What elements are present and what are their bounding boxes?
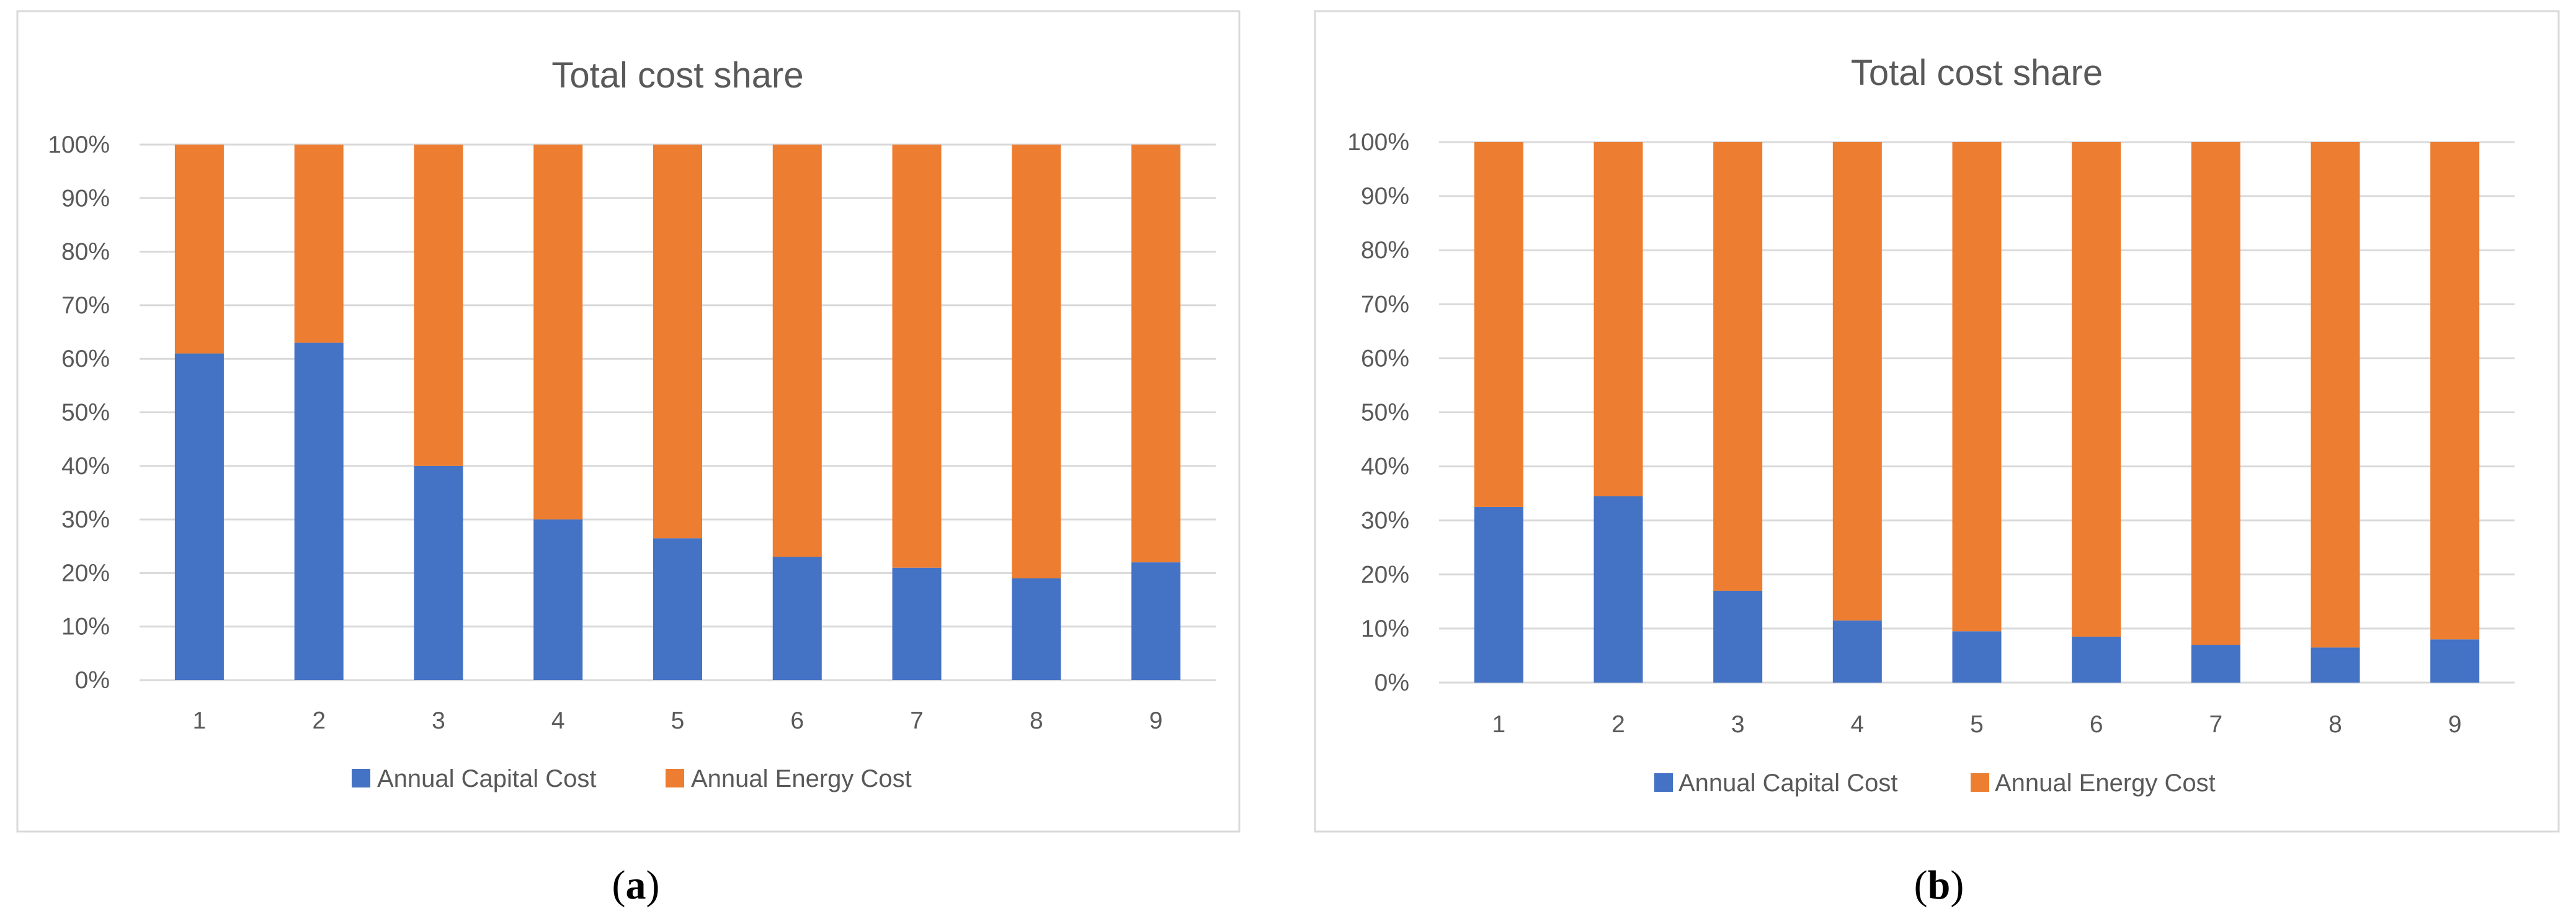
bar-capital-cost bbox=[653, 538, 703, 680]
bar-capital-cost bbox=[2072, 636, 2121, 683]
chart-title: Total cost share bbox=[551, 55, 803, 96]
y-tick-label: 100% bbox=[48, 132, 110, 158]
panel-caption-letter: a bbox=[626, 863, 646, 908]
x-tick-label: 2 bbox=[312, 707, 326, 734]
x-tick-label: 7 bbox=[2209, 711, 2222, 738]
y-tick-label: 90% bbox=[1361, 183, 1409, 210]
y-tick-label: 60% bbox=[1361, 345, 1409, 372]
bar-energy-cost bbox=[2311, 142, 2360, 648]
x-tick-label: 5 bbox=[671, 707, 685, 734]
bar-capital-cost bbox=[2430, 639, 2480, 683]
bar-energy-cost bbox=[1474, 142, 1523, 507]
x-tick-label: 8 bbox=[1030, 707, 1043, 734]
bar-energy-cost bbox=[653, 145, 703, 539]
x-tick-label: 1 bbox=[193, 707, 207, 734]
bar-capital-cost bbox=[414, 465, 463, 680]
bar-energy-cost bbox=[1832, 142, 1882, 621]
legend-swatch-energy bbox=[1971, 773, 1989, 792]
y-tick-label: 50% bbox=[61, 400, 110, 426]
bar-energy-cost bbox=[294, 145, 344, 343]
chart-panel-b: Total cost share 0% 10% 20% 30% 40% 50% 60% 70% 8… bbox=[1314, 10, 2560, 908]
bar-energy-cost bbox=[533, 145, 583, 520]
bar-capital-cost bbox=[772, 557, 822, 680]
y-tick-label: 60% bbox=[61, 346, 110, 372]
y-tick-label: 40% bbox=[1361, 454, 1409, 480]
x-tick-label: 2 bbox=[1611, 711, 1625, 738]
bar-energy-cost bbox=[2072, 142, 2121, 637]
y-tick-label: 10% bbox=[1361, 616, 1409, 642]
y-tick-label: 20% bbox=[1361, 562, 1409, 588]
chart-panel-a: Total cost share 0% 10% 20% 30% 40% 50% 60% 70% 8… bbox=[16, 10, 1241, 908]
bar-capital-cost bbox=[1593, 496, 1643, 683]
bar-energy-cost bbox=[2191, 142, 2240, 645]
bar-capital-cost bbox=[294, 343, 344, 680]
y-tick-label: 40% bbox=[61, 453, 110, 480]
y-tick-label: 100% bbox=[1347, 129, 1409, 156]
x-tick-label: 4 bbox=[1850, 711, 1864, 738]
bar-energy-cost bbox=[2430, 142, 2480, 640]
legend-label-energy: Annual Energy Cost bbox=[691, 765, 912, 792]
bar-capital-cost bbox=[1474, 506, 1523, 683]
x-tick-label: 6 bbox=[2090, 711, 2103, 738]
x-tick-label: 9 bbox=[1149, 707, 1163, 734]
bar-energy-cost bbox=[1952, 142, 2002, 632]
y-tick-label: 50% bbox=[1361, 400, 1409, 426]
y-tick-label: 70% bbox=[1361, 291, 1409, 318]
y-tick-label: 20% bbox=[61, 560, 110, 586]
bar-energy-cost bbox=[1713, 142, 1763, 591]
bar-capital-cost bbox=[174, 353, 224, 680]
legend-swatch-capital bbox=[352, 769, 370, 787]
y-tick-label: 30% bbox=[61, 506, 110, 533]
legend-label-capital: Annual Capital Cost bbox=[1678, 769, 1898, 797]
panel-caption: (a) bbox=[612, 863, 660, 908]
x-tick-label: 7 bbox=[910, 707, 924, 734]
y-tick-label: 80% bbox=[61, 239, 110, 266]
x-tick-label: 3 bbox=[432, 707, 445, 734]
legend-label-capital: Annual Capital Cost bbox=[377, 765, 597, 792]
bar-energy-cost bbox=[1012, 145, 1061, 579]
legend-swatch-capital bbox=[1654, 773, 1673, 792]
y-tick-label: 80% bbox=[1361, 237, 1409, 264]
y-tick-label: 10% bbox=[61, 614, 110, 640]
bar-capital-cost bbox=[533, 519, 583, 680]
bar-capital-cost bbox=[1131, 562, 1181, 680]
bar-capital-cost bbox=[1713, 590, 1763, 683]
bar-energy-cost bbox=[1131, 145, 1181, 563]
legend-label-energy: Annual Energy Cost bbox=[1995, 769, 2216, 797]
x-tick-label: 3 bbox=[1731, 711, 1745, 738]
bar-energy-cost bbox=[772, 145, 822, 557]
bar-energy-cost bbox=[1593, 142, 1643, 496]
bar-capital-cost bbox=[2311, 647, 2360, 683]
x-tick-label: 8 bbox=[2329, 711, 2342, 738]
bar-capital-cost bbox=[1012, 578, 1061, 680]
bar-capital-cost bbox=[2191, 645, 2240, 683]
y-tick-label: 90% bbox=[61, 185, 110, 212]
bar-energy-cost bbox=[414, 145, 463, 466]
y-tick-label: 0% bbox=[1375, 670, 1409, 696]
y-tick-label: 70% bbox=[61, 292, 110, 319]
y-tick-label: 0% bbox=[75, 667, 110, 694]
bar-capital-cost bbox=[1952, 631, 2002, 683]
x-tick-label: 1 bbox=[1492, 711, 1505, 738]
x-tick-label: 9 bbox=[2448, 711, 2462, 738]
bar-energy-cost bbox=[174, 145, 224, 354]
x-tick-label: 6 bbox=[790, 707, 804, 734]
y-tick-label: 30% bbox=[1361, 508, 1409, 534]
bar-energy-cost bbox=[892, 145, 942, 568]
bar-capital-cost bbox=[892, 567, 942, 680]
x-tick-label: 4 bbox=[551, 707, 565, 734]
x-tick-label: 5 bbox=[1970, 711, 1984, 738]
chart-title: Total cost share bbox=[1851, 53, 2103, 93]
panel-caption: (b) bbox=[1914, 863, 1964, 908]
bar-capital-cost bbox=[1832, 620, 1882, 683]
panel-caption-letter: b bbox=[1928, 863, 1951, 908]
legend-swatch-energy bbox=[666, 769, 684, 787]
